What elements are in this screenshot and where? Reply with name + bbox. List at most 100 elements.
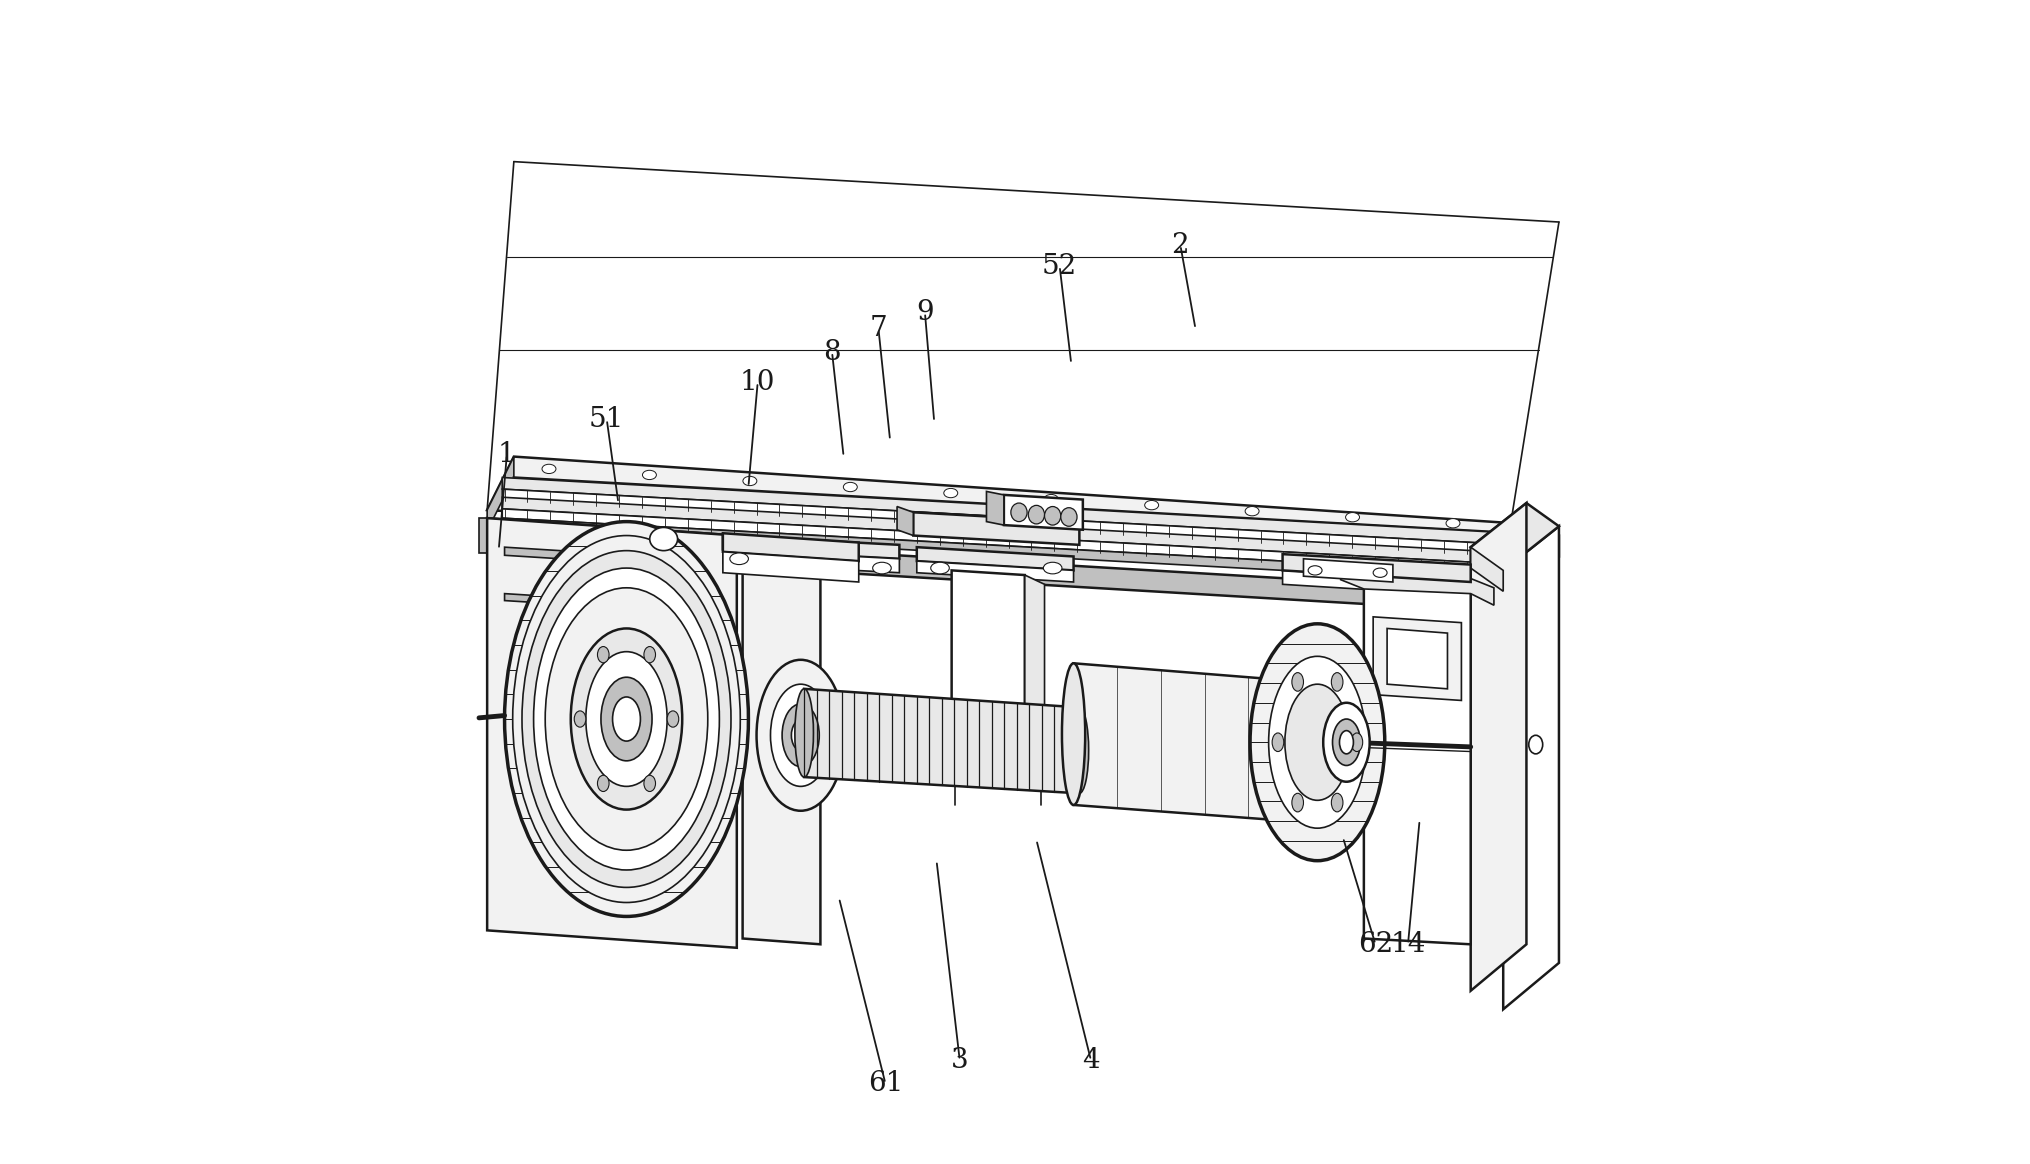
Text: 62: 62 bbox=[1358, 931, 1393, 958]
Text: 4: 4 bbox=[1082, 1046, 1100, 1074]
Polygon shape bbox=[987, 491, 1003, 525]
Ellipse shape bbox=[641, 470, 656, 480]
Ellipse shape bbox=[526, 558, 727, 881]
Ellipse shape bbox=[1324, 703, 1368, 782]
Ellipse shape bbox=[585, 652, 666, 787]
Polygon shape bbox=[487, 456, 1559, 570]
Ellipse shape bbox=[514, 538, 739, 901]
Ellipse shape bbox=[613, 697, 639, 741]
Ellipse shape bbox=[1372, 568, 1386, 577]
Ellipse shape bbox=[570, 629, 682, 810]
Polygon shape bbox=[723, 533, 859, 561]
Ellipse shape bbox=[1043, 495, 1058, 504]
Text: 8: 8 bbox=[822, 339, 840, 365]
Text: 3: 3 bbox=[950, 1046, 968, 1074]
Ellipse shape bbox=[930, 562, 948, 574]
Ellipse shape bbox=[574, 711, 585, 728]
Polygon shape bbox=[501, 501, 1514, 566]
Ellipse shape bbox=[782, 704, 818, 767]
Ellipse shape bbox=[1060, 508, 1076, 526]
Ellipse shape bbox=[1529, 736, 1543, 754]
Ellipse shape bbox=[1271, 733, 1283, 752]
Ellipse shape bbox=[1062, 663, 1084, 805]
Polygon shape bbox=[1025, 575, 1043, 778]
Ellipse shape bbox=[650, 527, 678, 551]
Polygon shape bbox=[503, 547, 690, 567]
Polygon shape bbox=[1470, 503, 1559, 570]
Ellipse shape bbox=[743, 476, 757, 485]
Ellipse shape bbox=[769, 684, 830, 787]
Ellipse shape bbox=[1279, 681, 1303, 822]
Ellipse shape bbox=[755, 660, 844, 811]
Polygon shape bbox=[487, 456, 514, 531]
Ellipse shape bbox=[842, 482, 857, 491]
Polygon shape bbox=[914, 512, 1078, 545]
Polygon shape bbox=[743, 541, 820, 944]
Polygon shape bbox=[916, 561, 1074, 582]
Ellipse shape bbox=[1291, 673, 1303, 691]
Ellipse shape bbox=[544, 588, 706, 850]
Ellipse shape bbox=[503, 521, 747, 916]
Ellipse shape bbox=[1340, 731, 1352, 754]
Polygon shape bbox=[1283, 554, 1470, 582]
Polygon shape bbox=[1386, 629, 1447, 689]
Ellipse shape bbox=[1244, 506, 1259, 516]
Ellipse shape bbox=[644, 646, 656, 662]
Polygon shape bbox=[804, 689, 1078, 794]
Text: 52: 52 bbox=[1041, 253, 1076, 279]
Text: 9: 9 bbox=[916, 299, 934, 326]
Text: 7: 7 bbox=[869, 315, 887, 342]
Ellipse shape bbox=[1332, 673, 1342, 691]
Polygon shape bbox=[501, 489, 1514, 556]
Polygon shape bbox=[1502, 526, 1559, 1009]
Ellipse shape bbox=[1269, 656, 1366, 828]
Polygon shape bbox=[503, 594, 690, 612]
Ellipse shape bbox=[1145, 501, 1157, 510]
Polygon shape bbox=[723, 533, 838, 568]
Text: 14: 14 bbox=[1391, 931, 1425, 958]
Ellipse shape bbox=[1027, 505, 1043, 524]
Ellipse shape bbox=[1307, 566, 1322, 575]
Polygon shape bbox=[501, 518, 1514, 583]
Ellipse shape bbox=[794, 689, 814, 778]
Polygon shape bbox=[479, 518, 487, 553]
Polygon shape bbox=[723, 552, 859, 582]
Polygon shape bbox=[1003, 495, 1082, 530]
Polygon shape bbox=[916, 547, 1074, 570]
Ellipse shape bbox=[1445, 519, 1460, 528]
Ellipse shape bbox=[1332, 719, 1360, 766]
Ellipse shape bbox=[562, 617, 690, 822]
Ellipse shape bbox=[1043, 562, 1062, 574]
Ellipse shape bbox=[1291, 794, 1303, 811]
Ellipse shape bbox=[542, 464, 556, 474]
Ellipse shape bbox=[597, 775, 609, 792]
Polygon shape bbox=[501, 497, 1514, 565]
Ellipse shape bbox=[1285, 684, 1350, 801]
Text: 2: 2 bbox=[1171, 232, 1190, 258]
Polygon shape bbox=[1074, 663, 1291, 822]
Polygon shape bbox=[1291, 661, 1342, 824]
Polygon shape bbox=[952, 570, 1025, 768]
Ellipse shape bbox=[944, 489, 958, 498]
Polygon shape bbox=[487, 518, 737, 570]
Ellipse shape bbox=[1011, 503, 1027, 521]
Polygon shape bbox=[499, 567, 713, 594]
Ellipse shape bbox=[644, 775, 656, 792]
Polygon shape bbox=[1303, 559, 1393, 582]
Polygon shape bbox=[514, 477, 1559, 556]
Polygon shape bbox=[723, 549, 899, 573]
Text: 10: 10 bbox=[739, 369, 775, 396]
Polygon shape bbox=[487, 531, 1502, 612]
Polygon shape bbox=[1372, 617, 1462, 701]
Polygon shape bbox=[1470, 503, 1527, 991]
Polygon shape bbox=[723, 535, 899, 559]
Ellipse shape bbox=[538, 577, 715, 861]
Ellipse shape bbox=[1070, 708, 1088, 794]
Ellipse shape bbox=[792, 721, 810, 751]
Text: 51: 51 bbox=[589, 406, 623, 433]
Text: 61: 61 bbox=[867, 1070, 903, 1098]
Ellipse shape bbox=[522, 551, 731, 887]
Polygon shape bbox=[501, 477, 1514, 545]
Polygon shape bbox=[1283, 570, 1470, 596]
Ellipse shape bbox=[1043, 506, 1060, 525]
